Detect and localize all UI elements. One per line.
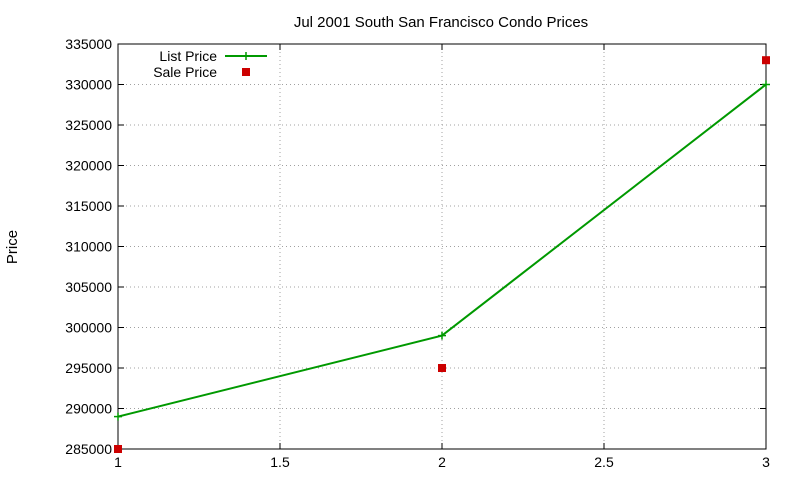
chart-title: Jul 2001 South San Francisco Condo Price…	[294, 14, 588, 31]
y-tick-label: 310000	[65, 239, 112, 255]
x-tick-label: 2	[438, 454, 446, 470]
y-tick-label: 330000	[65, 77, 112, 93]
legend-marker-sale-price	[242, 68, 250, 76]
tick-layer: 285000 290000 295000 300000 305000 310000 3150…	[65, 36, 770, 470]
legend-label-list-price: List Price	[159, 48, 217, 64]
x-tick-label: 3	[762, 454, 770, 470]
list-price-point	[438, 331, 446, 340]
x-tick-label: 2.5	[594, 454, 614, 470]
x-tick-label: 1	[114, 454, 122, 470]
y-tick-label: 285000	[65, 441, 112, 457]
y-tick-label: 290000	[65, 401, 112, 417]
sale-price-point	[114, 445, 122, 453]
x-tick-label: 1.5	[270, 454, 290, 470]
y-axis-label: Price	[4, 230, 21, 264]
legend-label-sale-price: Sale Price	[153, 64, 217, 80]
y-tick-label: 325000	[65, 117, 112, 133]
y-tick-label: 335000	[65, 36, 112, 52]
list-price-point	[762, 80, 770, 89]
y-tick-label: 295000	[65, 360, 112, 376]
sale-price-point	[438, 364, 446, 372]
list-price-point	[114, 412, 122, 421]
y-tick-label: 315000	[65, 198, 112, 214]
series-layer	[114, 56, 770, 453]
y-tick-label: 305000	[65, 279, 112, 295]
legend-marker-list-price	[242, 52, 250, 60]
sale-price-point	[762, 56, 770, 65]
y-tick-label: 320000	[65, 158, 112, 174]
y-tick-label: 300000	[65, 320, 112, 336]
grid-layer	[118, 44, 766, 449]
